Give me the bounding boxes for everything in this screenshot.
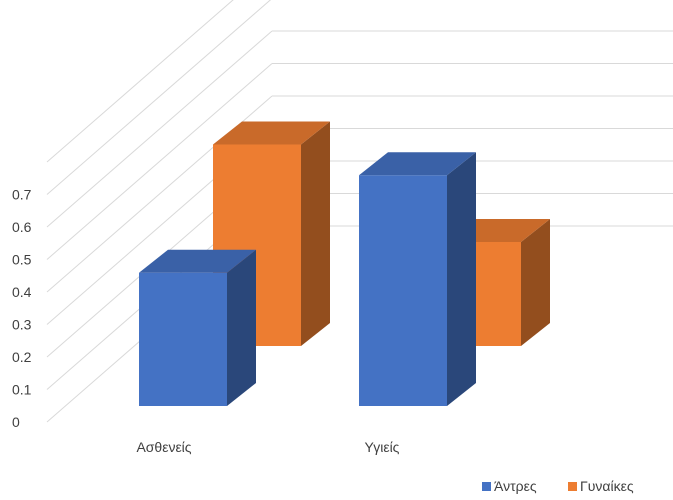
y-tick-label: 0.3 — [12, 317, 32, 333]
bar-patients-women-side — [301, 121, 330, 346]
x-axis-categories: Ασθενείς Υγιείς — [136, 439, 399, 455]
y-tick-label: 0.2 — [12, 349, 32, 365]
legend: Άντρες Γυναίκες — [482, 478, 634, 494]
bar-patients-men — [139, 249, 256, 406]
legend-swatch-women — [568, 482, 577, 491]
bar-patients-men-front — [139, 272, 227, 406]
bar-healthy-men-top — [359, 152, 476, 176]
bar-patients-men-top — [139, 249, 256, 273]
y-tick-label: 0.4 — [12, 284, 32, 300]
bar-healthy-men-front — [359, 175, 447, 406]
bar-healthy-women-side — [521, 219, 550, 346]
y-tick-label: 0.1 — [12, 382, 32, 398]
y-tick-label: 0.5 — [12, 252, 32, 268]
legend-label-women: Γυναίκες — [580, 478, 634, 494]
bar-patients-men-side — [227, 249, 256, 406]
gridline-side — [46, 0, 272, 195]
x-category-label: Ασθενείς — [136, 439, 191, 455]
gridline-side — [46, 63, 273, 260]
legend-swatch-men — [482, 482, 491, 491]
gridline-side — [46, 0, 234, 163]
bar-healthy-men-side — [447, 152, 476, 406]
gridline-side — [46, 30, 273, 228]
x-category-label: Υγιείς — [365, 439, 400, 455]
front-row-bars — [139, 152, 476, 406]
y-tick-label: 0.6 — [12, 219, 32, 235]
legend-label-men: Άντρες — [494, 478, 537, 494]
y-axis-ticks: 0 0.1 0.2 0.3 0.4 0.5 0.6 0.7 — [12, 187, 32, 431]
bar-patients-women-top — [213, 121, 330, 145]
y-tick-label: 0 — [12, 414, 20, 430]
y-tick-label: 0.7 — [12, 187, 32, 203]
bar-healthy-men — [359, 152, 476, 406]
